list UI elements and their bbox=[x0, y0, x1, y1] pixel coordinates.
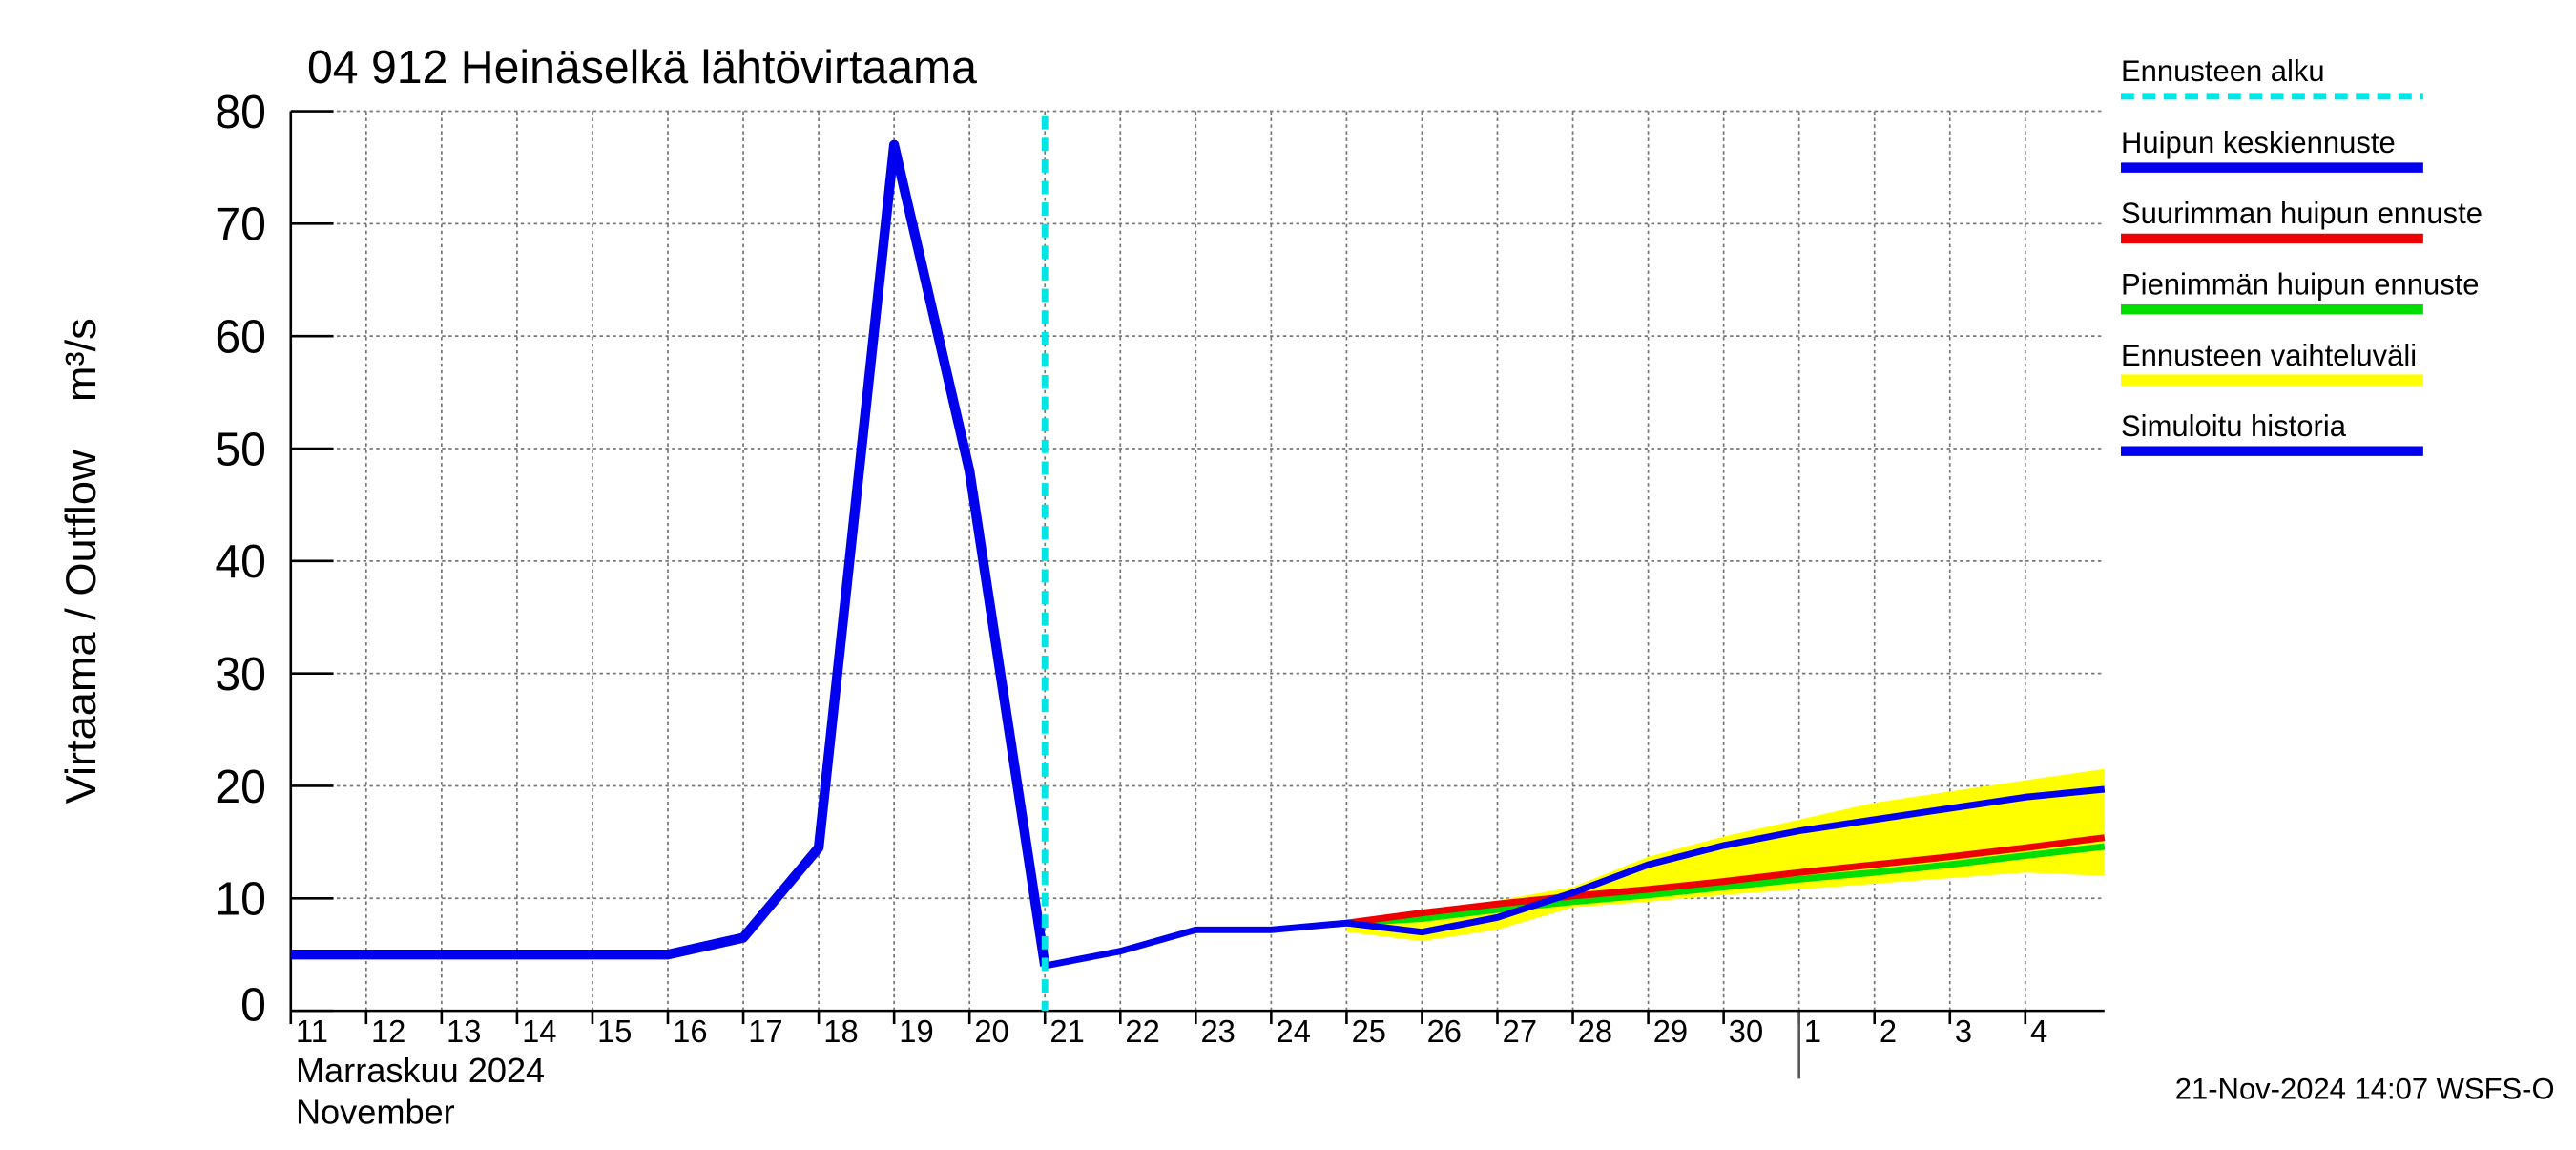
legend-label: Simuloitu historia bbox=[2121, 409, 2347, 443]
legend-label: Ennusteen vaihteluväli bbox=[2121, 339, 2417, 372]
x-tick-label: 29 bbox=[1653, 1014, 1688, 1049]
y-tick-label: 0 bbox=[240, 979, 266, 1031]
legend-label: Pienimmän huipun ennuste bbox=[2121, 267, 2480, 301]
series-line bbox=[1044, 785, 2106, 970]
x-tick-label: 20 bbox=[974, 1014, 1008, 1049]
x-tick-label: 30 bbox=[1729, 1014, 1763, 1049]
legend-label: Huipun keskiennuste bbox=[2121, 126, 2396, 159]
y-axis-label: Virtaama / Outflow m³/s bbox=[56, 318, 105, 804]
x-tick-label: 4 bbox=[2030, 1014, 2047, 1049]
x-tick-label: 13 bbox=[447, 1014, 481, 1049]
y-tick-label: 20 bbox=[215, 762, 266, 813]
chart-title: 04 912 Heinäselkä lähtövirtaama bbox=[307, 42, 977, 94]
y-tick-label: 80 bbox=[215, 87, 266, 138]
x-tick-label: 15 bbox=[597, 1014, 632, 1049]
x-tick-label: 18 bbox=[823, 1014, 858, 1049]
x-tick-label: 2 bbox=[1880, 1014, 1897, 1049]
x-tick-label: 25 bbox=[1352, 1014, 1386, 1049]
series-line bbox=[1345, 834, 2106, 927]
x-axis-label: November bbox=[296, 1092, 455, 1131]
y-tick-label: 60 bbox=[215, 311, 266, 363]
x-tick-label: 23 bbox=[1200, 1014, 1235, 1049]
x-tick-label: 12 bbox=[371, 1014, 405, 1049]
x-tick-label: 21 bbox=[1049, 1014, 1084, 1049]
y-tick-label: 70 bbox=[215, 199, 266, 251]
footer: 21-Nov-2024 14:07 WSFS-O bbox=[2175, 1072, 2555, 1105]
x-tick-label: 3 bbox=[1955, 1014, 1972, 1049]
x-tick-label: 11 bbox=[296, 1014, 328, 1049]
y-tick-label: 40 bbox=[215, 536, 266, 588]
x-tick-label: 16 bbox=[673, 1014, 707, 1049]
x-tick-label: 24 bbox=[1277, 1014, 1311, 1049]
x-tick-label: 27 bbox=[1503, 1014, 1537, 1049]
x-tick-label: 17 bbox=[748, 1014, 782, 1049]
y-tick-label: 30 bbox=[215, 649, 266, 700]
series-line bbox=[1346, 843, 2106, 927]
x-tick-label: 26 bbox=[1427, 1014, 1462, 1049]
x-tick-label: 19 bbox=[899, 1014, 933, 1049]
x-tick-label: 28 bbox=[1578, 1014, 1612, 1049]
y-tick-label: 10 bbox=[215, 873, 266, 925]
x-axis-label: Marraskuu 2024 bbox=[296, 1051, 545, 1090]
y-tick-label: 50 bbox=[215, 424, 266, 475]
x-tick-label: 14 bbox=[522, 1014, 556, 1049]
x-tick-label: 1 bbox=[1804, 1014, 1821, 1049]
legend-label: Ennusteen alku bbox=[2121, 54, 2325, 88]
x-tick-label: 22 bbox=[1125, 1014, 1159, 1049]
series-line bbox=[290, 139, 1050, 967]
legend-label: Suurimman huipun ennuste bbox=[2121, 197, 2483, 230]
